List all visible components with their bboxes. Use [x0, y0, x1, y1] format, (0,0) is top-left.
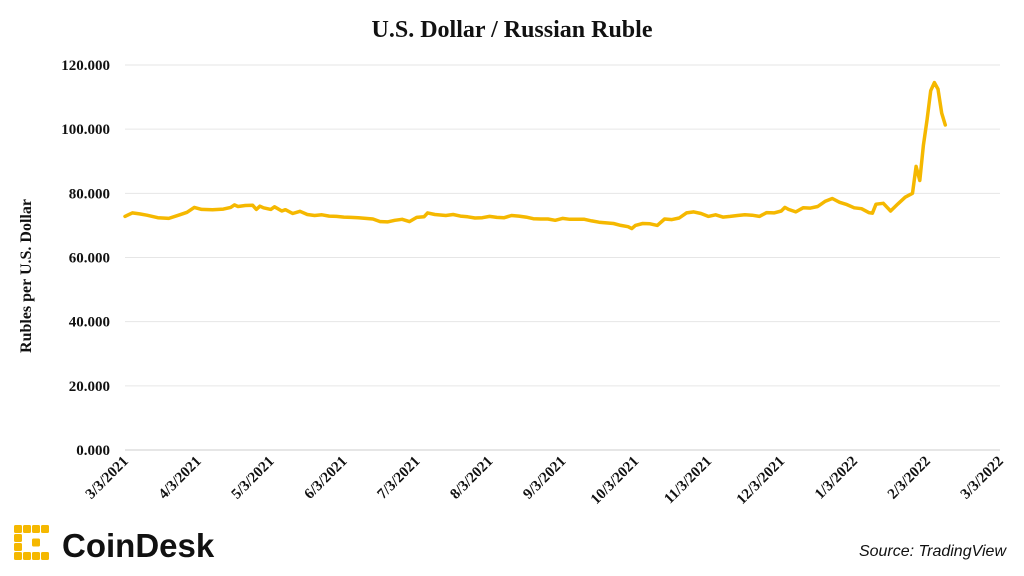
coindesk-logo-icon: [14, 525, 49, 560]
logo-text: CoinDesk: [62, 527, 215, 564]
logo-dot: [23, 525, 31, 533]
x-tick-label: 7/3/2021: [374, 454, 423, 503]
x-tick-label: 11/3/2021: [661, 454, 715, 508]
x-tick-label: 8/3/2021: [447, 454, 496, 503]
y-tick-label: 100.000: [61, 122, 110, 138]
series-group: [123, 80, 948, 231]
y-tick-label: 40.000: [69, 315, 110, 331]
source-note: Source: TradingView: [859, 543, 1007, 560]
logo-dot: [23, 552, 31, 560]
y-tick-label: 120.000: [61, 58, 110, 74]
series-line: [123, 80, 948, 231]
y-tick-label: 60.000: [69, 251, 110, 267]
y-axis-ticks: 0.000 20.000 40.000 60.000 80.000 100.000 120.…: [61, 58, 110, 459]
y-tick-label: 20.000: [69, 379, 110, 395]
logo-dot: [41, 525, 49, 533]
grid-lines: [125, 64, 1000, 451]
logo-dot: [32, 552, 40, 560]
y-axis-label: Rubles per U.S. Dollar: [18, 199, 35, 353]
x-tick-label: 9/3/2021: [520, 454, 569, 503]
x-tick-label: 12/3/2021: [734, 454, 788, 508]
x-tick-label: 3/3/2021: [83, 454, 132, 503]
y-tick-label: 80.000: [69, 186, 110, 202]
x-axis-ticks: 3/3/2021 4/3/2021 5/3/2021 6/3/2021 7/3/2021…: [83, 454, 1007, 508]
y-tick-label: 0.000: [76, 443, 110, 459]
x-tick-label: 10/3/2021: [588, 454, 642, 508]
logo-dot: [14, 543, 22, 551]
chart-title: U.S. Dollar / Russian Ruble: [372, 17, 653, 43]
x-tick-label: 5/3/2021: [229, 454, 278, 503]
logo-dot: [14, 534, 22, 542]
logo-dot: [14, 552, 22, 560]
x-tick-label: 2/3/2022: [885, 454, 934, 503]
x-tick-label: 4/3/2021: [156, 454, 205, 503]
x-tick-label: 1/3/2022: [812, 454, 861, 503]
logo-dot: [41, 552, 49, 560]
x-tick-label: 6/3/2021: [302, 454, 351, 503]
x-tick-label: 3/3/2022: [958, 454, 1007, 503]
logo-dot: [32, 538, 40, 547]
logo-dot: [14, 525, 22, 533]
coindesk-logo: CoinDesk: [14, 525, 215, 564]
logo-dot: [32, 525, 40, 533]
